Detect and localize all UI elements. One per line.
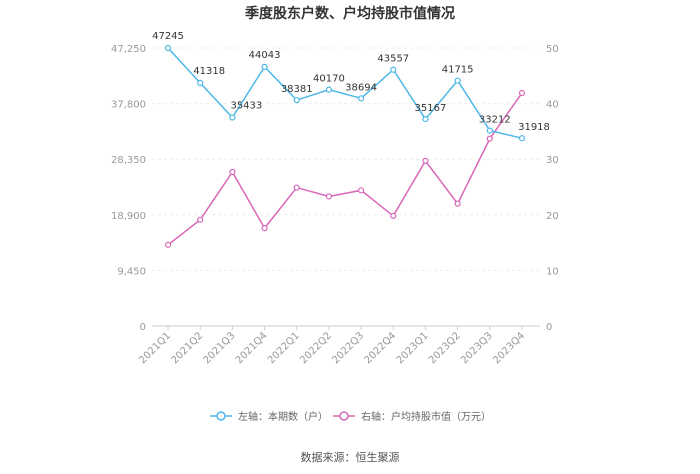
right-tick-label: 50: [546, 44, 559, 55]
x-tick-label: 2023Q4: [491, 330, 527, 366]
left-tick-label: 18,900: [111, 211, 146, 222]
x-tick-label: 2021Q4: [234, 330, 270, 366]
data-label-shareholders: 47245: [152, 31, 184, 42]
left-tick-label: 28,350: [111, 155, 146, 166]
data-point-shareholders[interactable]: [486, 127, 493, 134]
data-point-avg-value[interactable]: [486, 135, 493, 142]
data-label-shareholders: 38381: [281, 84, 313, 95]
right-tick-label: 30: [546, 155, 559, 166]
data-label-shareholders: 33212: [479, 115, 511, 126]
left-tick-label: 0: [140, 322, 146, 333]
data-source: 数据来源：恒生聚源: [301, 450, 400, 464]
data-point-shareholders[interactable]: [229, 114, 236, 121]
x-tick-label: 2022Q4: [363, 330, 399, 366]
chart-title: 季度股东户数、户均持股市值情况: [244, 5, 455, 22]
x-tick-label: 2021Q2: [169, 330, 205, 366]
x-tick-label: 2023Q2: [427, 330, 463, 366]
series-avg-value: [164, 89, 526, 248]
left-tick-label: 37,800: [111, 100, 146, 111]
legend-label-avg-value: 右轴：户均持股市值（万元）: [361, 410, 491, 423]
data-label-shareholders: 35433: [230, 101, 262, 112]
x-tick-label: 2022Q2: [298, 330, 334, 366]
data-point-shareholders[interactable]: [357, 95, 365, 102]
data-point-shareholders[interactable]: [454, 77, 461, 84]
data-point-shareholders[interactable]: [422, 115, 429, 123]
right-tick-label: 20: [546, 211, 559, 222]
data-point-shareholders[interactable]: [325, 86, 333, 93]
data-point-avg-value[interactable]: [454, 200, 461, 207]
data-point-avg-value[interactable]: [325, 193, 333, 200]
grid-lines: [152, 47, 540, 271]
legend-item-shareholders[interactable]: 左轴：本期数（户）: [210, 410, 328, 423]
data-point-avg-value[interactable]: [197, 216, 204, 223]
right-axis-ticks: 0 10 20 30 40 50: [546, 44, 559, 333]
x-axis-ticks: 2021Q12021Q22021Q32021Q42022Q12022Q22022…: [137, 326, 527, 366]
data-point-avg-value[interactable]: [390, 212, 397, 220]
data-label-shareholders: 38694: [345, 82, 377, 93]
x-tick-label: 2023Q3: [459, 330, 495, 366]
right-tick-label: 0: [546, 322, 552, 333]
data-label-shareholders: 35167: [415, 103, 447, 114]
data-label-shareholders: 44043: [249, 50, 281, 61]
data-point-avg-value[interactable]: [164, 241, 172, 248]
legend: 左轴：本期数（户） 右轴：户均持股市值（万元）: [210, 410, 491, 423]
data-point-shareholders[interactable]: [518, 135, 526, 142]
x-tick-label: 2021Q1: [137, 330, 173, 366]
data-point-avg-value[interactable]: [229, 168, 236, 176]
data-point-avg-value[interactable]: [422, 157, 429, 164]
data-point-shareholders[interactable]: [164, 44, 172, 52]
legend-marker-shareholders: [216, 411, 226, 421]
x-tick-label: 2022Q1: [266, 330, 302, 366]
x-tick-label: 2022Q3: [330, 330, 366, 366]
data-point-shareholders[interactable]: [390, 66, 397, 73]
data-label-shareholders: 40170: [313, 74, 345, 85]
legend-label-shareholders: 左轴：本期数（户）: [238, 410, 328, 423]
left-tick-label: 47,250: [111, 44, 146, 55]
legend-item-avg-value[interactable]: 右轴：户均持股市值（万元）: [333, 410, 491, 423]
data-point-avg-value[interactable]: [518, 89, 526, 97]
data-point-shareholders[interactable]: [293, 97, 300, 104]
data-label-shareholders: 41318: [193, 66, 225, 77]
data-point-avg-value[interactable]: [261, 225, 268, 232]
data-point-shareholders[interactable]: [197, 79, 204, 87]
series-line-shareholders: [167, 47, 523, 139]
data-point-shareholders[interactable]: [261, 63, 268, 70]
left-axis-ticks: 0 9,450 18,900 28,350 37,800 47,250: [111, 44, 146, 333]
legend-marker-avg-value: [339, 411, 349, 421]
data-point-avg-value[interactable]: [293, 184, 300, 191]
data-label-shareholders: 31918: [518, 122, 550, 133]
data-label-shareholders: 43557: [377, 54, 409, 65]
x-tick-label: 2021Q3: [202, 330, 238, 366]
left-tick-label: 9,450: [117, 266, 146, 277]
right-tick-label: 10: [546, 266, 559, 277]
data-point-avg-value[interactable]: [357, 187, 365, 194]
data-label-shareholders: 41715: [442, 65, 474, 76]
right-tick-label: 40: [546, 100, 559, 111]
series-line-avg-value: [167, 92, 523, 246]
x-tick-label: 2023Q1: [395, 330, 431, 366]
